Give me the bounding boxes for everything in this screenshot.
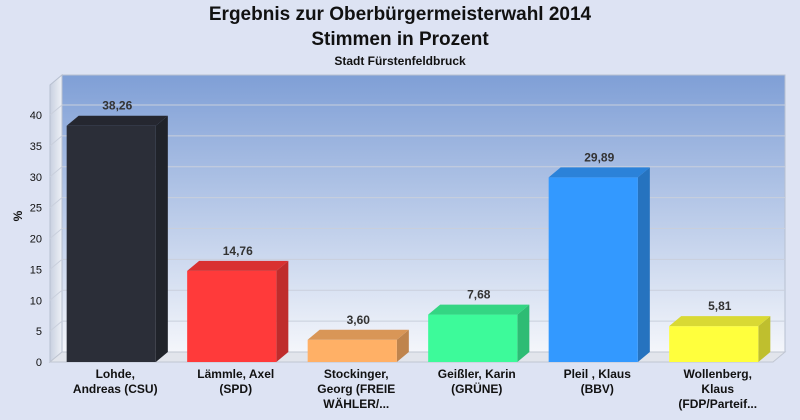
bar-side <box>517 304 530 362</box>
category-label-line: Lohde, <box>96 367 135 381</box>
category-label-line: Lämmle, Axel <box>197 367 274 381</box>
y-tick-label: 30 <box>30 172 42 184</box>
category-label-line: Geißler, Karin <box>438 367 516 381</box>
category-labels: Lohde, Andreas (CSU) Lämmle, Axel (SPD) Stoc… <box>73 367 757 411</box>
category-label-line: (BBV) <box>581 382 614 396</box>
bar-top <box>187 260 289 271</box>
chart-subtitle: Stadt Fürstenfeldbruck <box>334 54 466 68</box>
category-label-line: Klaus <box>701 382 734 396</box>
bar <box>669 326 759 362</box>
data-label: 29,89 <box>584 150 614 164</box>
gridline <box>49 228 785 239</box>
bar-top <box>66 115 168 126</box>
category-label-line: Andreas (CSU) <box>73 382 158 396</box>
category-label-line: (GRÜNE) <box>451 381 502 396</box>
category-label-line: WÄHLER/... <box>323 396 389 411</box>
y-axis-label: % <box>11 210 25 221</box>
data-label: 38,26 <box>102 99 132 113</box>
gridline <box>49 104 785 116</box>
y-tick-label: 35 <box>30 141 42 153</box>
gridline <box>49 320 785 332</box>
bar <box>548 177 638 362</box>
bars <box>66 115 771 362</box>
bar-top <box>307 329 409 340</box>
bar <box>428 314 518 362</box>
bar-side <box>155 115 168 362</box>
data-label: 3,60 <box>347 313 371 327</box>
bar-side <box>758 316 771 362</box>
category-label: Wollenberg, Klaus (FDP/Parteif... <box>678 367 757 411</box>
bar-side <box>396 329 409 362</box>
bar-top <box>428 304 530 315</box>
category-label-line: Wollenberg, <box>684 367 752 381</box>
data-label: 14,76 <box>223 244 253 258</box>
category-label: Lämmle, Axel (SPD) <box>197 367 274 396</box>
y-tick-label: 0 <box>36 357 42 369</box>
gridlines <box>49 104 785 332</box>
gridline <box>49 166 785 178</box>
chart-title: Ergebnis zur Oberbürgermeisterwahl 2014 <box>208 4 592 25</box>
y-tick-label: 15 <box>30 264 42 276</box>
data-label: 5,81 <box>708 299 732 313</box>
category-label-line: (FDP/Parteif... <box>678 397 757 411</box>
back-wall <box>61 74 786 353</box>
y-tick-label: 10 <box>30 295 42 307</box>
y-tick-label: 25 <box>30 203 42 215</box>
data-label: 7,68 <box>467 288 491 302</box>
value-labels: 38,26 14,76 3,60 7,68 29,89 5,81 <box>102 99 732 327</box>
bar-side <box>637 167 650 362</box>
gridline <box>49 197 785 209</box>
category-label-line: Pleil , Klaus <box>564 367 632 381</box>
gridline <box>49 289 785 301</box>
gridline <box>49 258 785 270</box>
category-label-line: Georg (FREIE <box>317 382 395 396</box>
category-label-line: Stockinger, <box>324 367 389 381</box>
chart-title-line2: Stimmen in Prozent <box>311 29 489 50</box>
bar <box>187 270 277 362</box>
category-label-line: (SPD) <box>219 382 252 396</box>
bar <box>66 125 156 362</box>
category-label: Lohde, Andreas (CSU) <box>73 367 158 396</box>
bar <box>307 339 397 362</box>
bar-top <box>669 316 771 327</box>
category-label: Geißler, Karin (GRÜNE) <box>438 367 516 396</box>
y-tick-label: 5 <box>36 326 42 338</box>
category-label: Stockinger, Georg (FREIE WÄHLER/... <box>317 367 395 411</box>
left-wall <box>49 73 63 364</box>
y-tick-label: 40 <box>30 110 42 122</box>
y-tick-label: 20 <box>30 234 42 246</box>
y-axis-ticks: 0 5 10 15 20 25 30 35 40 <box>30 110 42 369</box>
bar-top <box>548 167 650 178</box>
gridline <box>49 135 785 147</box>
category-label: Pleil , Klaus (BBV) <box>564 367 632 396</box>
bar-side <box>276 260 289 362</box>
